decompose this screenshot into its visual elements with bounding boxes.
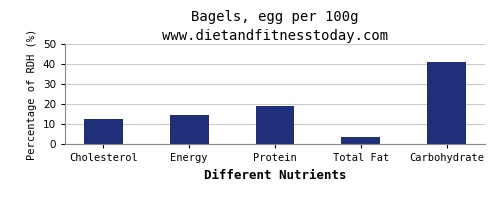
Title: Bagels, egg per 100g
www.dietandfitnesstoday.com: Bagels, egg per 100g www.dietandfitnesst… (162, 10, 388, 43)
X-axis label: Different Nutrients: Different Nutrients (204, 169, 346, 182)
Bar (170, 115, 208, 144)
Bar (428, 62, 466, 144)
Y-axis label: Percentage of RDH (%): Percentage of RDH (%) (28, 28, 38, 160)
Bar (256, 106, 294, 144)
Bar (342, 137, 380, 144)
Bar (84, 119, 122, 144)
